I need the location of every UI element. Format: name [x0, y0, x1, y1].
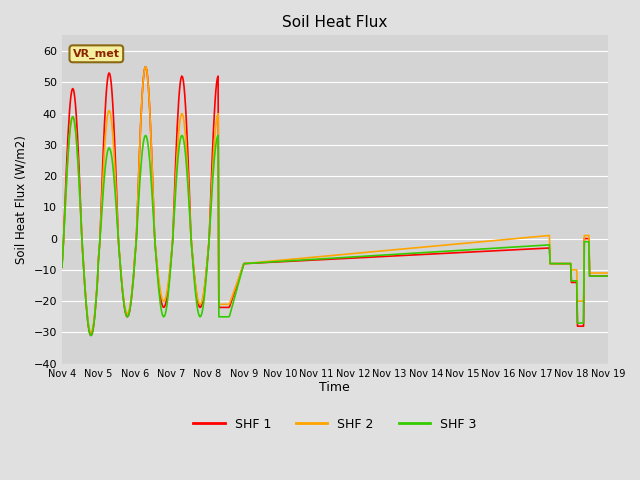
SHF 1 [87, 333, 95, 338]
SHF 1 [328, 256, 335, 262]
SHF 2 [141, 64, 149, 70]
Y-axis label: Soil Heat Flux (W/m2): Soil Heat Flux (W/m2) [15, 135, 28, 264]
SHF 1 [435, 251, 443, 256]
SHF 1 [179, 77, 187, 83]
Line: SHF 3: SHF 3 [62, 117, 608, 336]
Line: SHF 2: SHF 2 [62, 67, 608, 332]
SHF 3 [87, 333, 95, 338]
SHF 1 [556, 261, 563, 266]
SHF 1 [604, 273, 612, 279]
X-axis label: Time: Time [319, 381, 350, 395]
SHF 1 [203, 264, 211, 270]
Legend: SHF 1, SHF 2, SHF 3: SHF 1, SHF 2, SHF 3 [188, 413, 481, 436]
SHF 3 [328, 255, 335, 261]
SHF 2 [87, 329, 95, 335]
SHF 2 [203, 263, 211, 269]
SHF 2 [556, 261, 563, 266]
SHF 1 [381, 253, 388, 259]
SHF 1 [58, 264, 66, 270]
SHF 2 [58, 264, 66, 269]
SHF 2 [381, 248, 388, 253]
SHF 3 [556, 261, 563, 266]
SHF 3 [68, 114, 76, 120]
SHF 2 [179, 114, 187, 120]
SHF 3 [435, 249, 443, 254]
SHF 2 [604, 270, 612, 276]
SHF 3 [381, 252, 388, 258]
SHF 3 [179, 135, 187, 141]
SHF 3 [203, 268, 211, 274]
SHF 2 [435, 243, 443, 249]
Text: VR_met: VR_met [73, 48, 120, 59]
SHF 2 [328, 252, 335, 258]
Title: Soil Heat Flux: Soil Heat Flux [282, 15, 388, 30]
Line: SHF 1: SHF 1 [62, 67, 608, 336]
SHF 3 [58, 264, 66, 270]
SHF 3 [604, 273, 612, 279]
SHF 1 [141, 64, 149, 70]
